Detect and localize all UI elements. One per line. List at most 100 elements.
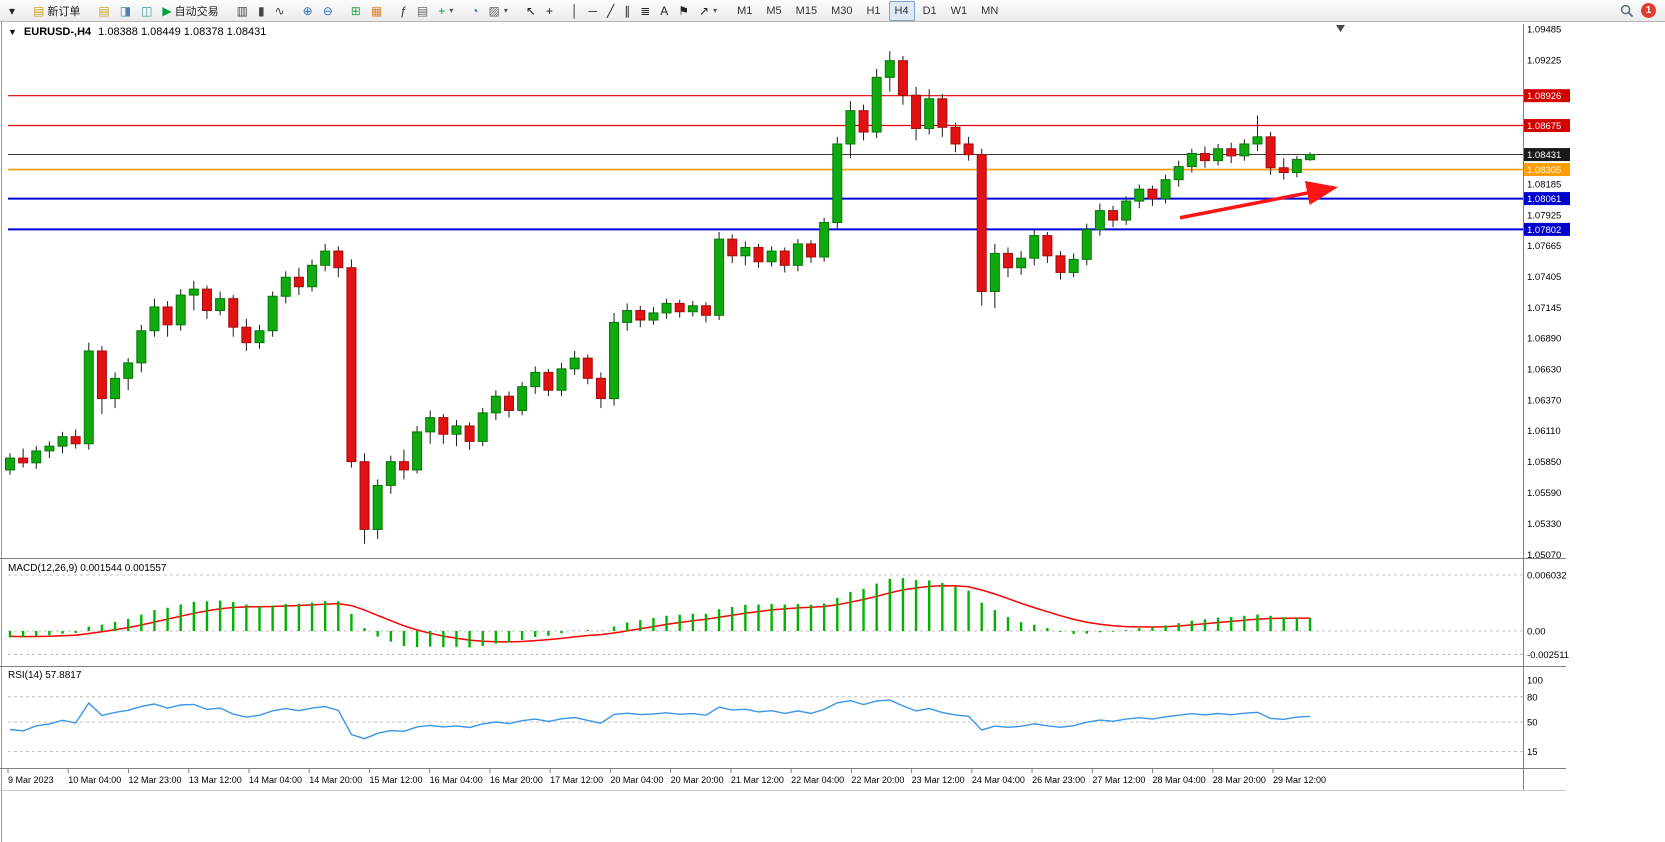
- timeframe-m30[interactable]: M30: [831, 4, 853, 17]
- zoom-in-icon[interactable]: ⊕: [299, 1, 317, 21]
- candle: [779, 250, 790, 266]
- fibonacci-icon[interactable]: ≣: [636, 1, 654, 21]
- price-tick-label: 1.06110: [1527, 426, 1561, 437]
- time-tick-label: 21 Mar 12:00: [731, 775, 784, 785]
- candle: [622, 310, 633, 323]
- candle: [201, 288, 212, 312]
- trend-arrow-annotation[interactable]: [1179, 180, 1339, 220]
- time-tick-label: 23 Mar 12:00: [912, 775, 965, 785]
- time-axis[interactable]: 9 Mar 2023 10 Mar 04:00 12 Mar 23:00 13 Mar…: [7, 768, 1326, 786]
- candle: [83, 350, 94, 445]
- candle: [1134, 188, 1145, 202]
- candle: [241, 326, 252, 344]
- objects-list-icon[interactable]: ▤: [413, 1, 432, 21]
- arrows-tool-icon[interactable]: ↗ ▾: [695, 1, 721, 21]
- candle: [398, 461, 409, 471]
- time-tick-label: 24 Mar 04:00: [972, 775, 1025, 785]
- price-tick-label: 1.09225: [1527, 56, 1561, 67]
- auto-arrange-icon[interactable]: ▦: [367, 1, 386, 21]
- candle: [280, 276, 291, 297]
- price-axis[interactable]: 1.09485 1.09225 1.08185 1.07925 1.07665 1.074…: [1524, 25, 1570, 758]
- zoom-out-icon[interactable]: ⊖: [319, 1, 337, 21]
- candle: [963, 143, 974, 156]
- candle: [96, 350, 107, 400]
- line-chart-icon[interactable]: ∿: [271, 1, 289, 21]
- navigator-icon[interactable]: ◨: [116, 1, 135, 21]
- timeframe-m1[interactable]: M1: [737, 4, 753, 17]
- text-icon[interactable]: A: [656, 1, 672, 21]
- indicators-icon-glyph: ƒ: [400, 3, 407, 18]
- candle: [1016, 257, 1027, 269]
- chart-ohlc-values: 1.08388 1.08449 1.08378 1.08431: [98, 26, 267, 38]
- rsi-line: [9, 699, 1311, 740]
- tile-windows-icon-glyph: ⊞: [350, 3, 361, 18]
- market-watch-icon-glyph: ▤: [98, 3, 110, 18]
- add-indicator-icon[interactable]: + ▾: [434, 1, 457, 21]
- cursor-icon[interactable]: ↖: [522, 1, 540, 21]
- candle: [648, 312, 659, 321]
- channel-icon[interactable]: ∥: [620, 1, 634, 21]
- rsi-axis-label: 50: [1527, 718, 1538, 729]
- indicators-icon[interactable]: ƒ: [396, 1, 411, 21]
- vertical-line-icon[interactable]: │: [567, 1, 583, 21]
- terminal-icon[interactable]: ◫: [137, 1, 156, 21]
- candle: [1252, 136, 1263, 145]
- horizontal-line-icon[interactable]: ─: [584, 1, 601, 21]
- fibonacci-icon-glyph: ≣: [640, 3, 651, 18]
- bar-chart-icon[interactable]: ▥: [233, 1, 252, 21]
- candle: [412, 431, 423, 471]
- candle: [1213, 148, 1224, 162]
- period-clock-icon[interactable]: ◔: [467, 1, 482, 21]
- new-order-button[interactable]: ▤ 新订单: [29, 1, 84, 21]
- timeframe-w1[interactable]: W1: [950, 4, 968, 17]
- current-price-badge: [1524, 148, 1570, 162]
- price-tick-label: 1.08185: [1527, 179, 1561, 190]
- notification-badge[interactable]: 1: [1641, 3, 1656, 18]
- label-icon[interactable]: ⚑: [674, 1, 693, 21]
- chart-menu-dropdown[interactable]: ▾: [5, 1, 19, 21]
- price-tick-label: 1.05070: [1527, 550, 1561, 561]
- search-icon[interactable]: [1620, 4, 1634, 18]
- candle: [1081, 229, 1092, 260]
- time-tick-label: 20 Mar 04:00: [610, 775, 663, 785]
- candle: [307, 264, 318, 288]
- macd-axis-label: -0.002511: [1527, 650, 1569, 661]
- timeframe-d1[interactable]: D1: [922, 4, 937, 17]
- autotrade-button[interactable]: ▶ 自动交易: [158, 1, 222, 21]
- candle: [1265, 136, 1276, 169]
- candle: [503, 395, 514, 411]
- time-tick-label: 27 Mar 12:00: [1092, 775, 1145, 785]
- macd-signal-line: [9, 585, 1310, 643]
- market-watch-icon[interactable]: ▤: [94, 1, 113, 21]
- dropdown-caret-icon[interactable]: ▾: [449, 6, 454, 15]
- candle: [1002, 252, 1013, 269]
- candle: [149, 306, 160, 332]
- text-icon-glyph: A: [660, 3, 669, 18]
- dropdown-caret-icon[interactable]: ▾: [713, 6, 718, 15]
- chart-dropdown-icon[interactable]: ▼: [8, 27, 17, 37]
- macd-histogram: [8, 578, 1312, 648]
- timeframe-h4[interactable]: H4: [888, 0, 915, 21]
- rsi-header: RSI(14) 57.8817: [8, 670, 82, 681]
- candle: [320, 250, 331, 266]
- chart-symbol-period: EURUSD-,H4: [23, 26, 92, 38]
- chart-shift-marker[interactable]: [1336, 25, 1345, 32]
- tile-windows-icon[interactable]: ⊞: [347, 1, 365, 21]
- time-tick-label: 13 Mar 12:00: [189, 775, 242, 785]
- timeframe-m5[interactable]: M5: [766, 4, 782, 17]
- trendline-icon-glyph: ╱: [606, 3, 615, 18]
- trendline-icon[interactable]: ╱: [603, 1, 618, 21]
- dropdown-caret-icon[interactable]: ▾: [503, 6, 508, 15]
- timeframe-mn[interactable]: MN: [981, 4, 999, 17]
- timeframe-h1[interactable]: H1: [866, 4, 881, 17]
- time-tick-label: 12 Mar 23:00: [128, 775, 181, 785]
- candle: [254, 330, 265, 344]
- crosshair-icon[interactable]: +: [542, 1, 557, 21]
- candle: [569, 357, 580, 370]
- timeframe-m15[interactable]: M15: [795, 4, 818, 17]
- price-badge-1.08926: [1524, 89, 1570, 103]
- chart-template-icon[interactable]: ▨ ▾: [485, 1, 512, 21]
- time-tick-label: 10 Mar 04:00: [68, 775, 121, 785]
- candlestick-chart-icon[interactable]: ▮: [254, 1, 269, 21]
